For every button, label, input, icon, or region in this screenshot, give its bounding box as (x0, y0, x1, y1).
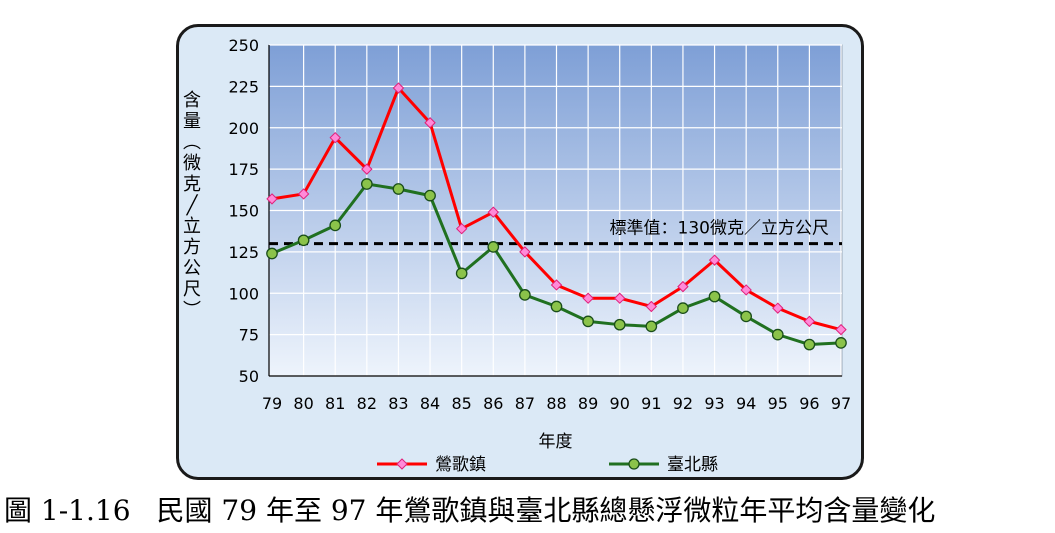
chart-frame: 標準值：130微克／立方公尺 50 75 100 125 150 175 200 225 250… (176, 24, 864, 480)
x-tick-label: 83 (388, 394, 408, 413)
x-tick-label: 88 (546, 394, 566, 413)
y-tick-label: 175 (228, 160, 259, 179)
data-point (708, 290, 721, 303)
x-axis-title: 年度 (539, 432, 573, 452)
chart-svg: 標準值：130微克／立方公尺 50 75 100 125 150 175 200 225 250… (183, 36, 851, 475)
x-tick-label: 93 (704, 394, 724, 413)
data-point (835, 337, 847, 349)
x-tick-label: 79 (262, 394, 282, 413)
x-tick-label: 95 (768, 394, 788, 413)
data-point (392, 82, 405, 94)
data-point (487, 241, 500, 253)
x-tick-label: 86 (483, 394, 503, 413)
legend-marker-2 (628, 458, 640, 470)
data-point (487, 206, 499, 218)
data-point (645, 300, 658, 313)
data-point (424, 189, 436, 202)
y-tick-label: 150 (228, 202, 259, 221)
data-point (519, 289, 531, 301)
data-point (361, 163, 373, 175)
x-tick-label: 87 (515, 394, 535, 413)
tick-labels: 50 75 100 125 150 175 200 225 250 79 80 81 82 83 84 85 8… (183, 36, 851, 452)
caption-text: 民國 79 年至 97 年鶯歌鎮與臺北縣總懸浮微粒年平均含量變化 (156, 494, 936, 527)
data-point (740, 284, 752, 296)
x-tick-label: 81 (325, 394, 345, 413)
data-point (582, 315, 594, 328)
data-point (329, 131, 341, 144)
data-point (266, 247, 278, 260)
caption-number: 圖 1-1.16 (4, 494, 131, 527)
data-point (740, 310, 753, 323)
data-point (614, 292, 626, 304)
data-point (266, 193, 278, 205)
data-point (803, 315, 816, 328)
y-tick-label: 100 (228, 284, 259, 303)
data-point (455, 222, 468, 235)
data-point (708, 254, 721, 266)
x-tick-label: 89 (578, 394, 598, 413)
x-tick-label: 97 (831, 394, 851, 413)
data-point (392, 183, 405, 195)
legend: 鶯歌鎮 臺北縣 (377, 455, 718, 475)
x-tick-label: 80 (293, 394, 313, 413)
data-point (835, 323, 847, 336)
data-point (297, 234, 310, 247)
data-point (297, 188, 310, 200)
reference-line-label: 標準值：130微克／立方公尺 (610, 219, 829, 239)
y-tick-label: 125 (228, 243, 259, 262)
y-tick-label: 200 (228, 119, 259, 138)
figure-caption: 圖 1-1.16 民國 79 年至 97 年鶯歌鎮與臺北縣總懸浮微粒年平均含量變化 (4, 489, 1049, 529)
y-axis-title: 含量︵微克╱立方公尺︶ (183, 90, 201, 321)
legend-label-1: 鶯歌鎮 (435, 455, 486, 475)
x-tick-label: 96 (799, 394, 819, 413)
data-point (329, 219, 342, 232)
data-point (771, 328, 784, 341)
x-tick-label: 91 (641, 394, 661, 413)
x-tick-label: 82 (357, 394, 377, 413)
x-tick-label: 90 (610, 394, 630, 413)
legend-label-2: 臺北縣 (667, 455, 718, 475)
data-point (645, 320, 658, 333)
x-tick-label: 92 (673, 394, 693, 413)
y-tick-label: 75 (239, 326, 259, 345)
y-tick-label: 225 (228, 77, 259, 96)
data-point (360, 178, 373, 190)
data-point (424, 117, 436, 129)
data-point (677, 302, 689, 314)
x-tick-label: 84 (420, 394, 440, 413)
data-point (582, 292, 594, 304)
axes (268, 45, 842, 377)
data-point (613, 318, 626, 331)
data-point (519, 246, 531, 258)
data-point (677, 280, 689, 293)
x-tick-label: 94 (736, 394, 756, 413)
data-point (455, 267, 468, 280)
y-tick-label: 250 (228, 36, 259, 55)
data-point (772, 302, 784, 314)
series-group (266, 82, 847, 351)
legend-marker-1 (396, 458, 408, 470)
data-point (803, 338, 816, 351)
x-tick-label: 85 (451, 394, 471, 413)
data-point (550, 300, 563, 313)
y-tick-label: 50 (239, 367, 259, 386)
data-point (550, 279, 563, 291)
reference-line-group: 標準值：130微克／立方公尺 (269, 219, 842, 246)
